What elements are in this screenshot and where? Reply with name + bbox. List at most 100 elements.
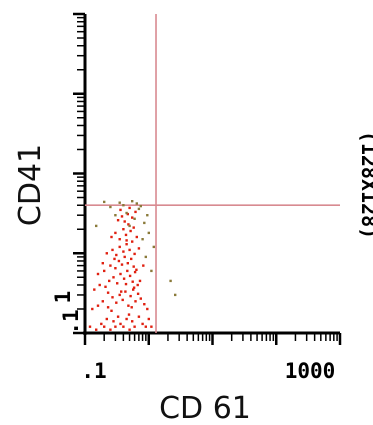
data-point (136, 292, 140, 295)
data-point (146, 307, 149, 311)
x-axis-ticks (83, 333, 342, 345)
data-point (128, 274, 132, 278)
data-point (103, 200, 106, 204)
data-point (137, 247, 141, 250)
data-points (88, 200, 177, 331)
data-point (132, 226, 135, 229)
data-point (114, 325, 117, 328)
plot-axes (83, 14, 340, 335)
data-point (120, 215, 124, 218)
data-point (125, 239, 128, 242)
y-tick-label-1: 1 (51, 291, 75, 304)
data-point (115, 301, 118, 304)
data-point (96, 272, 100, 276)
data-point (122, 250, 125, 253)
data-point (133, 270, 137, 274)
data-point (103, 325, 106, 328)
data-point (116, 282, 119, 285)
data-point (118, 238, 121, 241)
data-point (110, 235, 113, 239)
resolution-label: (128X128) (357, 131, 373, 239)
data-point (141, 238, 144, 241)
data-point (141, 322, 144, 326)
data-point (118, 245, 121, 249)
data-point (128, 206, 131, 210)
data-point (109, 264, 112, 267)
data-point (101, 262, 104, 265)
data-point (105, 252, 108, 255)
data-point (125, 243, 128, 246)
data-point (142, 264, 145, 267)
data-point (112, 320, 115, 323)
data-point (150, 325, 153, 328)
data-point (119, 208, 122, 212)
data-point (134, 300, 137, 303)
data-point (135, 235, 138, 239)
data-point (109, 328, 112, 331)
data-point (135, 268, 138, 271)
data-point (132, 265, 135, 268)
data-point (95, 224, 98, 228)
data-point (116, 219, 120, 222)
data-point (135, 202, 138, 205)
data-point (144, 325, 147, 328)
data-point (109, 205, 112, 209)
data-point (137, 207, 141, 211)
data-point (112, 276, 115, 279)
y-axis-ticks (73, 12, 85, 335)
data-point (111, 248, 114, 252)
data-point (138, 279, 142, 283)
data-point (136, 283, 139, 287)
data-point (122, 228, 125, 231)
data-point (143, 221, 146, 225)
data-point (147, 231, 150, 235)
data-point (126, 262, 129, 265)
data-point (124, 282, 128, 286)
data-point (122, 204, 125, 207)
data-point (120, 263, 124, 266)
data-point (122, 325, 125, 328)
data-point (95, 328, 98, 331)
data-point (133, 252, 136, 256)
data-point (129, 294, 132, 298)
data-point (121, 298, 124, 302)
data-point (132, 288, 135, 291)
data-point (123, 255, 126, 259)
data-point (128, 248, 131, 252)
data-point (110, 309, 113, 312)
data-point (106, 306, 110, 309)
data-point (152, 245, 155, 249)
data-point (137, 315, 141, 318)
data-point (126, 269, 129, 273)
data-point (128, 328, 131, 331)
data-point (133, 217, 136, 220)
y-axis-title: CD41 (13, 144, 48, 226)
data-point (131, 240, 134, 243)
data-point (131, 320, 134, 323)
data-point (130, 257, 133, 261)
data-point (128, 224, 131, 228)
data-point (174, 293, 177, 297)
data-point (120, 290, 123, 293)
data-point (111, 296, 114, 299)
data-point (150, 269, 153, 273)
data-point (127, 304, 130, 307)
data-point (98, 283, 101, 287)
data-point (139, 204, 142, 208)
data-point (127, 223, 130, 226)
data-point (127, 313, 131, 316)
data-point (132, 286, 136, 289)
quadrant-gate (85, 14, 340, 333)
data-point (130, 306, 133, 309)
data-point (113, 257, 116, 261)
data-point (118, 201, 121, 204)
data-point (124, 290, 127, 293)
data-point (147, 317, 150, 321)
data-point (144, 255, 147, 259)
data-point (91, 307, 94, 311)
data-point (129, 229, 132, 233)
x-axis-title: CD 61 (159, 391, 251, 425)
data-point (131, 280, 134, 283)
data-point (122, 277, 126, 280)
